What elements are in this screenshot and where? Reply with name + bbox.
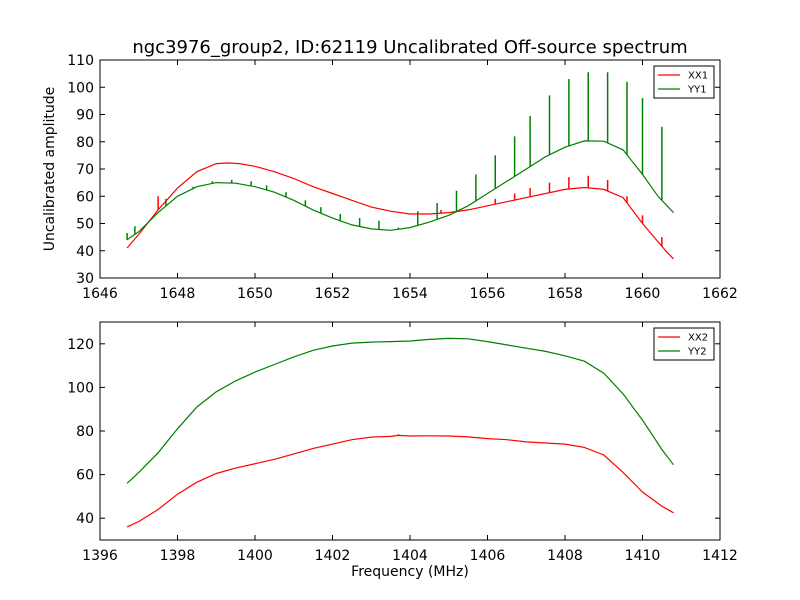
x-tick-label: 1656 <box>470 286 506 302</box>
x-tick-label: 1404 <box>392 548 428 564</box>
legend-label-YY1: YY1 <box>687 85 707 96</box>
chart-title: ngc3976_group2, ID:62119 Uncalibrated Of… <box>132 37 687 58</box>
x-tick-label: 1658 <box>547 286 583 302</box>
top-panel: 1646 1648 1650 1652 1654 1656 1658 1660 1662 30 40… <box>67 53 738 302</box>
x-tick-label: 1408 <box>547 548 583 564</box>
x-tick-label: 1646 <box>82 286 118 302</box>
y-tick-label: 90 <box>76 108 94 124</box>
legend-label-YY2: YY2 <box>687 347 707 358</box>
y-tick-label: 100 <box>67 80 94 96</box>
bottom-x-axis-label: Frequency (MHz) <box>351 564 469 580</box>
x-tick-label: 1650 <box>237 286 273 302</box>
x-tick-label: 1660 <box>625 286 661 302</box>
x-tick-label: 1412 <box>702 548 738 564</box>
y-tick-label: 30 <box>76 271 94 287</box>
y-tick-label: 70 <box>76 162 94 178</box>
x-tick-label: 1654 <box>392 286 428 302</box>
y-tick-label: 120 <box>67 337 94 353</box>
top-y-axis-label: Uncalibrated amplitude <box>42 87 58 252</box>
series-line-YY2 <box>126 337 674 484</box>
x-tick-label: 1406 <box>470 548 506 564</box>
x-tick-label: 1402 <box>315 548 351 564</box>
bottom-panel: 1396 1398 1400 1402 1404 1406 1408 1410 1412 40 60… <box>67 321 738 564</box>
legend-label-XX1: XX1 <box>688 71 708 82</box>
x-tick-label: 1648 <box>160 286 196 302</box>
legend-box <box>653 65 715 99</box>
legend-box <box>653 327 715 361</box>
y-tick-label: 100 <box>67 380 94 396</box>
legend-label-XX2: XX2 <box>688 333 708 344</box>
y-tick-label: 40 <box>76 511 94 527</box>
y-tick-label: 50 <box>76 217 94 233</box>
y-tick-label: 40 <box>76 244 94 260</box>
y-tick-label: 110 <box>67 53 94 69</box>
y-tick-label: 60 <box>76 189 94 205</box>
x-tick-label: 1652 <box>315 286 351 302</box>
x-tick-label: 1400 <box>237 548 273 564</box>
y-tick-label: 60 <box>76 468 94 484</box>
x-tick-label: 1410 <box>625 548 661 564</box>
x-tick-label: 1662 <box>702 286 738 302</box>
x-tick-label: 1396 <box>82 548 118 564</box>
series-line-XX2 <box>126 434 674 528</box>
series-line-XX1 <box>126 162 674 260</box>
y-tick-label: 80 <box>76 424 94 440</box>
x-tick-label: 1398 <box>160 548 196 564</box>
y-tick-label: 80 <box>76 135 94 151</box>
